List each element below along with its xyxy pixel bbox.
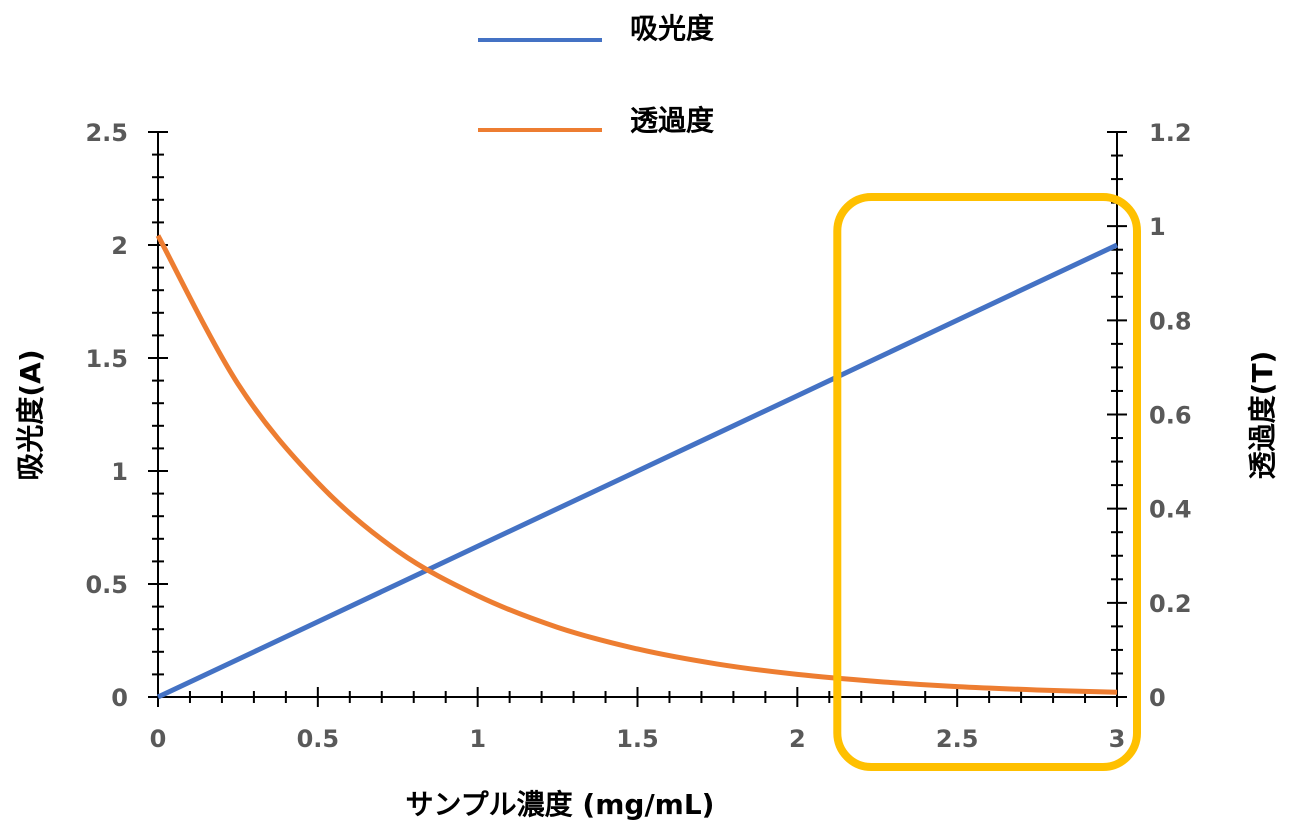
ticks-layer [148,131,1127,707]
y2-axis-title: 透過度(T) [1246,351,1279,480]
labels-layer: 0 0.5 1 1.5 2 2.5 300.511.522.500.20.40.60.811… [85,119,1191,753]
legend-layer: 吸光度 透過度 [478,12,714,137]
y-tick-label: 1 [111,458,128,486]
x-tick-label: 0.5 [297,725,340,753]
x-tick-label: 0 [150,725,167,753]
y2-tick-label: 0.6 [1149,402,1192,430]
y2-tick-label: 1 [1149,213,1166,241]
x-axis-title: サンプル濃度 (mg/mL) [406,788,715,821]
y-axis-title: 吸光度(A) [14,349,47,480]
x-tick-label: 1.5 [616,725,659,753]
axes-layer [157,132,1118,698]
y2-tick-label: 0.8 [1149,307,1192,335]
y-tick-label: 0 [111,684,128,712]
y2-tick-label: 0.2 [1149,590,1192,618]
legend-label-absorbance: 吸光度 [630,12,714,45]
series-layer [155,234,1119,700]
series-line-transmittance [155,234,1118,695]
highlight-box [833,193,1141,771]
y2-tick-label: 1.2 [1149,119,1192,147]
x-tick-label: 2 [789,725,806,753]
series-line-absorbance [156,242,1119,700]
y-tick-label: 0.5 [85,571,128,599]
y2-tick-label: 0.4 [1149,496,1192,524]
legend-label-transmittance: 透過度 [630,104,714,137]
y-tick-label: 2.5 [85,119,128,147]
y-tick-label: 1.5 [85,345,128,373]
x-tick-label: 3 [1109,725,1126,753]
x-tick-label: 1 [469,725,486,753]
y2-tick-label: 0 [1149,684,1166,712]
y-tick-label: 2 [111,232,128,260]
x-tick-label: 2.5 [936,725,979,753]
